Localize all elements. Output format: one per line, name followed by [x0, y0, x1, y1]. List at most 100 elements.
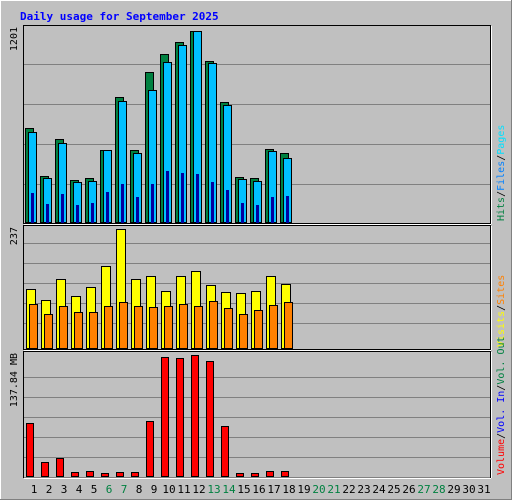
x-tick-label: 19 [297, 483, 310, 496]
bar-volume [56, 458, 64, 477]
x-tick-label: 31 [477, 483, 490, 496]
x-tick-label: 8 [136, 483, 143, 496]
x-tick-label: 20 [312, 483, 325, 496]
chart-panels: 1201Hits/Files/Pages237Visits/Sites137.8… [9, 25, 507, 479]
legend-separator: / [496, 155, 507, 161]
bar-volume [131, 472, 139, 477]
x-tick-label: 12 [192, 483, 205, 496]
legend-entry-hits: Hits [496, 197, 507, 221]
bar-pages [166, 171, 169, 223]
y-max-label: 1201 [9, 27, 20, 51]
x-tick-label: 23 [357, 483, 370, 496]
x-tick-label: 17 [267, 483, 280, 496]
legend-separator: / [496, 191, 507, 197]
bar-pages [106, 192, 109, 223]
bar-volume [266, 471, 274, 477]
y-max-label: 237 [9, 227, 20, 245]
legend-separator: / [496, 385, 507, 391]
panel-legend: Visits/Sites [496, 275, 507, 347]
x-tick-label: 10 [162, 483, 175, 496]
x-tick-label: 14 [222, 483, 236, 496]
bar-pages [226, 190, 229, 223]
bar-pages [196, 174, 199, 223]
x-tick-label: 30 [462, 483, 475, 496]
bar-pages [271, 197, 274, 223]
x-tick-label: 2 [46, 483, 53, 496]
bar-volume [146, 421, 154, 477]
legend-separator: / [496, 433, 507, 439]
legend-entry-visits: Visits [496, 311, 507, 347]
bar-pages [121, 184, 124, 223]
legend-entry-pages: Pages [496, 125, 507, 155]
bar-pages [286, 196, 289, 223]
bar-sites [224, 308, 233, 349]
legend-entry-files: Files [496, 161, 507, 191]
bar-sites [284, 302, 293, 349]
bar-volume [221, 426, 229, 477]
x-axis-day-labels: 1 2 3 4 5 6 7 8 9 10 11 12 13 14 15 16 17 18 19 20 21 22 23 24 2… [31, 483, 491, 496]
bar-sites [74, 312, 83, 349]
bar-sites [239, 314, 248, 349]
x-tick-label: 13 [207, 483, 220, 496]
x-tick-label: 21 [327, 483, 340, 496]
x-tick-label: 6 [106, 483, 113, 496]
legend-entry-vol-in: Vol. In [496, 391, 507, 433]
bar-pages [136, 197, 139, 223]
bar-sites [44, 314, 53, 349]
bar-pages [241, 203, 244, 223]
chart-title: Daily usage for September 2025 [20, 10, 219, 23]
panel-legend: Hits/Files/Pages [496, 125, 507, 221]
x-tick-label: 29 [447, 483, 460, 496]
x-tick-label: 27 [417, 483, 430, 496]
bar-volume [251, 473, 259, 477]
bar-sites [209, 301, 218, 349]
x-tick-label: 22 [342, 483, 355, 496]
x-tick-label: 25 [387, 483, 400, 496]
bar-volume [101, 473, 109, 477]
legend-separator: / [496, 305, 507, 311]
x-tick-label: 4 [76, 483, 83, 496]
bar-pages [46, 204, 49, 223]
bar-pages [91, 203, 94, 223]
bar-sites [119, 302, 128, 349]
legend-entry-vol-out: Vol. Out [496, 336, 507, 384]
panel-border [23, 225, 491, 350]
bar-sites [29, 304, 38, 349]
legend-entry-volume: Volume [496, 439, 507, 475]
x-tick-label: 11 [177, 483, 190, 496]
bar-sites [149, 307, 158, 349]
bar-sites [134, 306, 143, 349]
x-tick-label: 16 [252, 483, 265, 496]
bar-volume [26, 423, 34, 477]
bar-pages [61, 194, 64, 223]
panel-legend: Volume/Vol. In/Vol. Out [496, 336, 507, 475]
bar-sites [164, 306, 173, 349]
bar-volume [41, 462, 49, 477]
x-tick-label: 24 [372, 483, 386, 496]
bar-volume [191, 355, 199, 477]
bar-volume [161, 357, 169, 477]
bar-volume [281, 471, 289, 477]
bar-sites [269, 305, 278, 349]
bar-sites [194, 306, 203, 349]
bar-sites [104, 306, 113, 349]
x-tick-label: 3 [61, 483, 68, 496]
bar-pages [31, 193, 34, 223]
bar-pages [256, 205, 259, 223]
x-tick-label: 7 [121, 483, 128, 496]
bar-sites [179, 304, 188, 349]
bar-pages [76, 205, 79, 223]
x-tick-label: 28 [432, 483, 445, 496]
bar-volume [71, 472, 79, 477]
x-tick-label: 9 [151, 483, 158, 496]
x-tick-label: 26 [402, 483, 415, 496]
panel-2: 237 Visits/Sites [9, 225, 507, 351]
bar-sites [254, 310, 263, 349]
x-tick-label: 15 [237, 483, 250, 496]
bar-volume [86, 471, 94, 477]
x-tick-label: 5 [91, 483, 98, 496]
